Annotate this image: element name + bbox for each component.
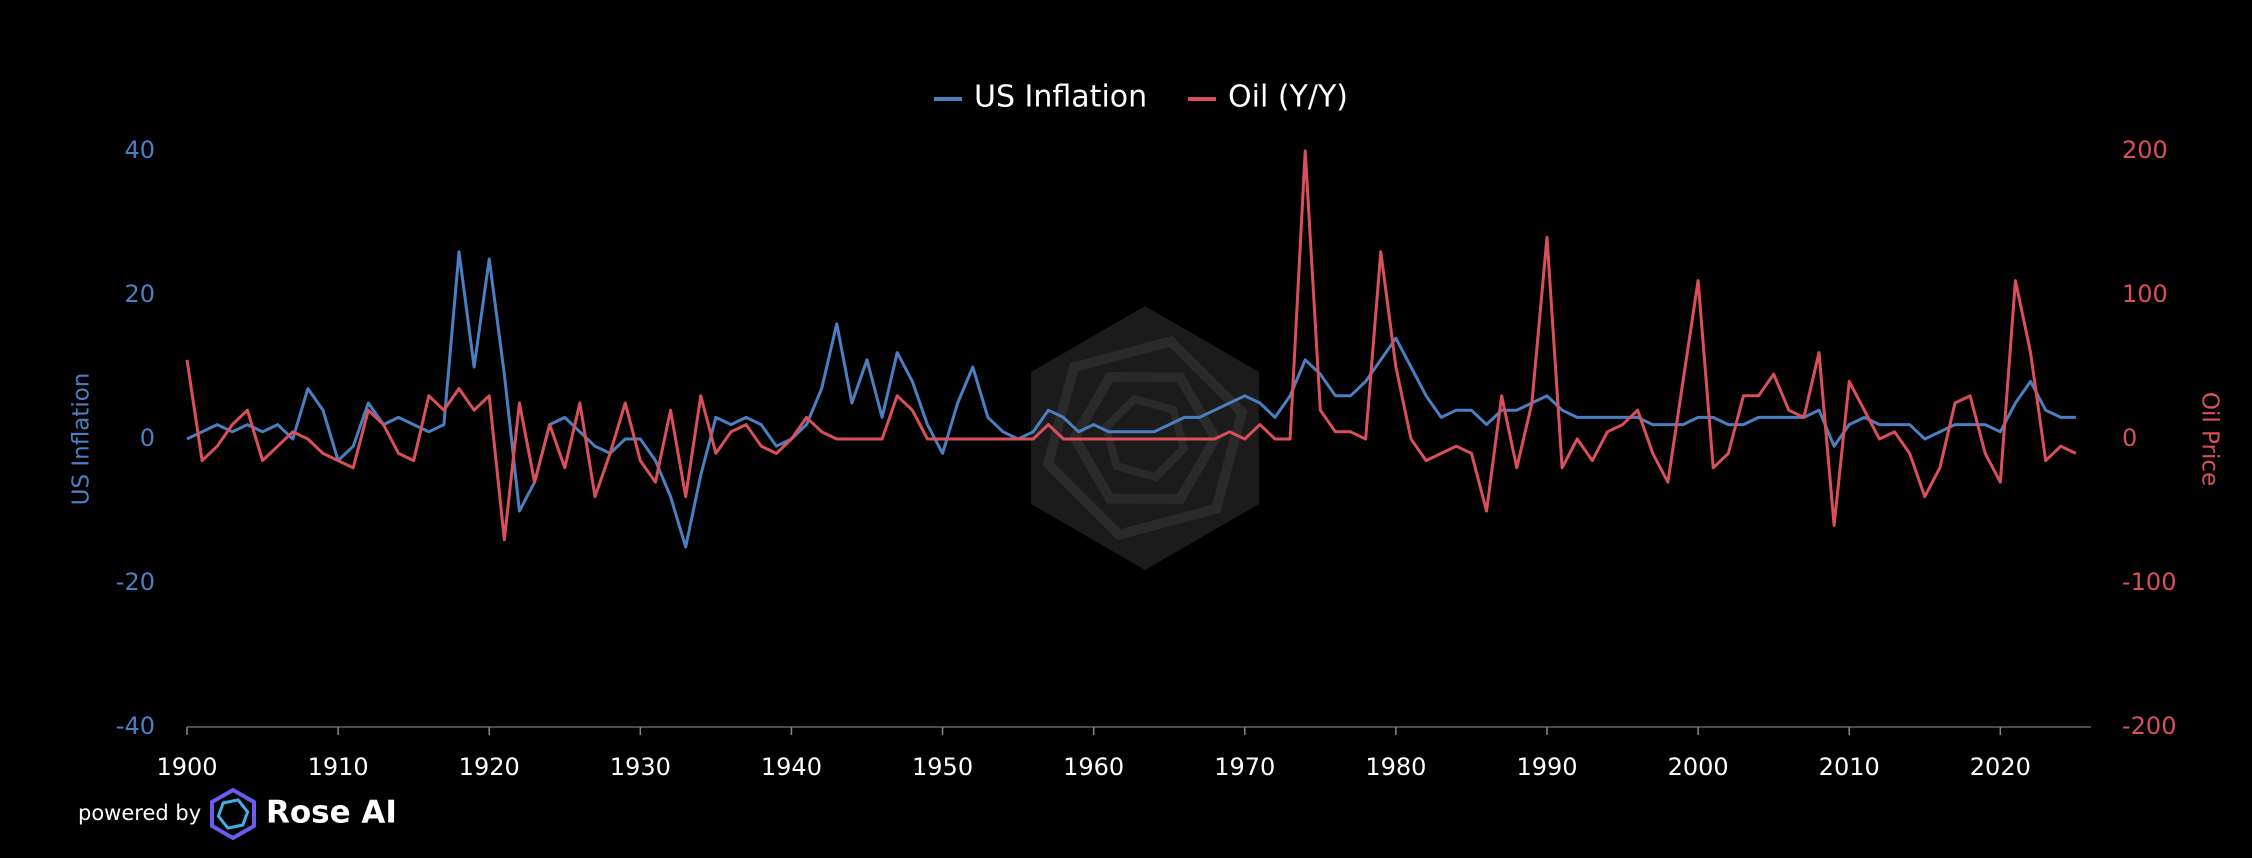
x-tick-label: 1970 xyxy=(1214,753,1275,781)
y-tick-label: -20 xyxy=(116,568,155,596)
series-line xyxy=(186,250,2076,549)
x-tick-label: 1920 xyxy=(459,753,520,781)
x-tick-label: 1910 xyxy=(308,753,369,781)
branding-name: Rose AI xyxy=(266,795,397,831)
y-tick-label: 40 xyxy=(124,136,155,164)
x-tick-label: 1930 xyxy=(610,753,671,781)
legend-label: Oil (Y/Y) xyxy=(1228,80,1348,115)
y2-tick-label: 100 xyxy=(2122,280,2168,308)
x-tick-label: 1950 xyxy=(912,753,973,781)
series-line xyxy=(185,149,2077,542)
branding-prefix: powered by xyxy=(78,801,201,825)
x-tick-label: 1900 xyxy=(156,753,217,781)
x-tick-label: 1960 xyxy=(1063,753,1124,781)
x-tick-label: 1940 xyxy=(761,753,822,781)
x-tick-label: 1990 xyxy=(1516,753,1577,781)
y2-tick-label: -200 xyxy=(2122,712,2176,740)
branding: powered by Rose AI xyxy=(78,787,397,841)
y2-tick-label: 0 xyxy=(2122,424,2137,452)
y2-tick-label: -100 xyxy=(2122,568,2176,596)
branding-logo xyxy=(210,787,256,841)
y-tick-label: -40 xyxy=(116,712,155,740)
x-tick-label: 2000 xyxy=(1668,753,1729,781)
legend-label: US Inflation xyxy=(974,80,1147,115)
x-tick-label: 2020 xyxy=(1970,753,2031,781)
y2-axis-label: Oil Price xyxy=(2197,392,2223,486)
y2-tick-label: 200 xyxy=(2122,136,2168,164)
y-tick-label: 0 xyxy=(140,424,155,452)
x-tick-label: 1980 xyxy=(1365,753,1426,781)
y-axis-label: US Inflation xyxy=(69,373,95,506)
x-tick-label: 2010 xyxy=(1819,753,1880,781)
y-tick-label: 20 xyxy=(124,280,155,308)
